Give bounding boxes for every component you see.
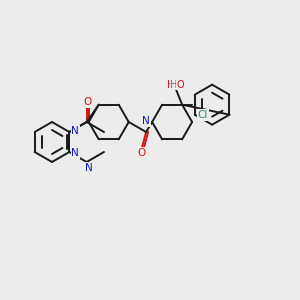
Text: O: O (83, 97, 92, 107)
Text: Cl: Cl (198, 110, 208, 120)
Text: N: N (85, 163, 92, 173)
Text: N: N (142, 116, 150, 126)
Text: N: N (71, 126, 79, 136)
Text: HO: HO (167, 80, 182, 90)
Text: O: O (176, 80, 184, 90)
Text: H: H (170, 80, 178, 90)
Text: N: N (71, 148, 79, 158)
Text: O: O (137, 148, 145, 158)
